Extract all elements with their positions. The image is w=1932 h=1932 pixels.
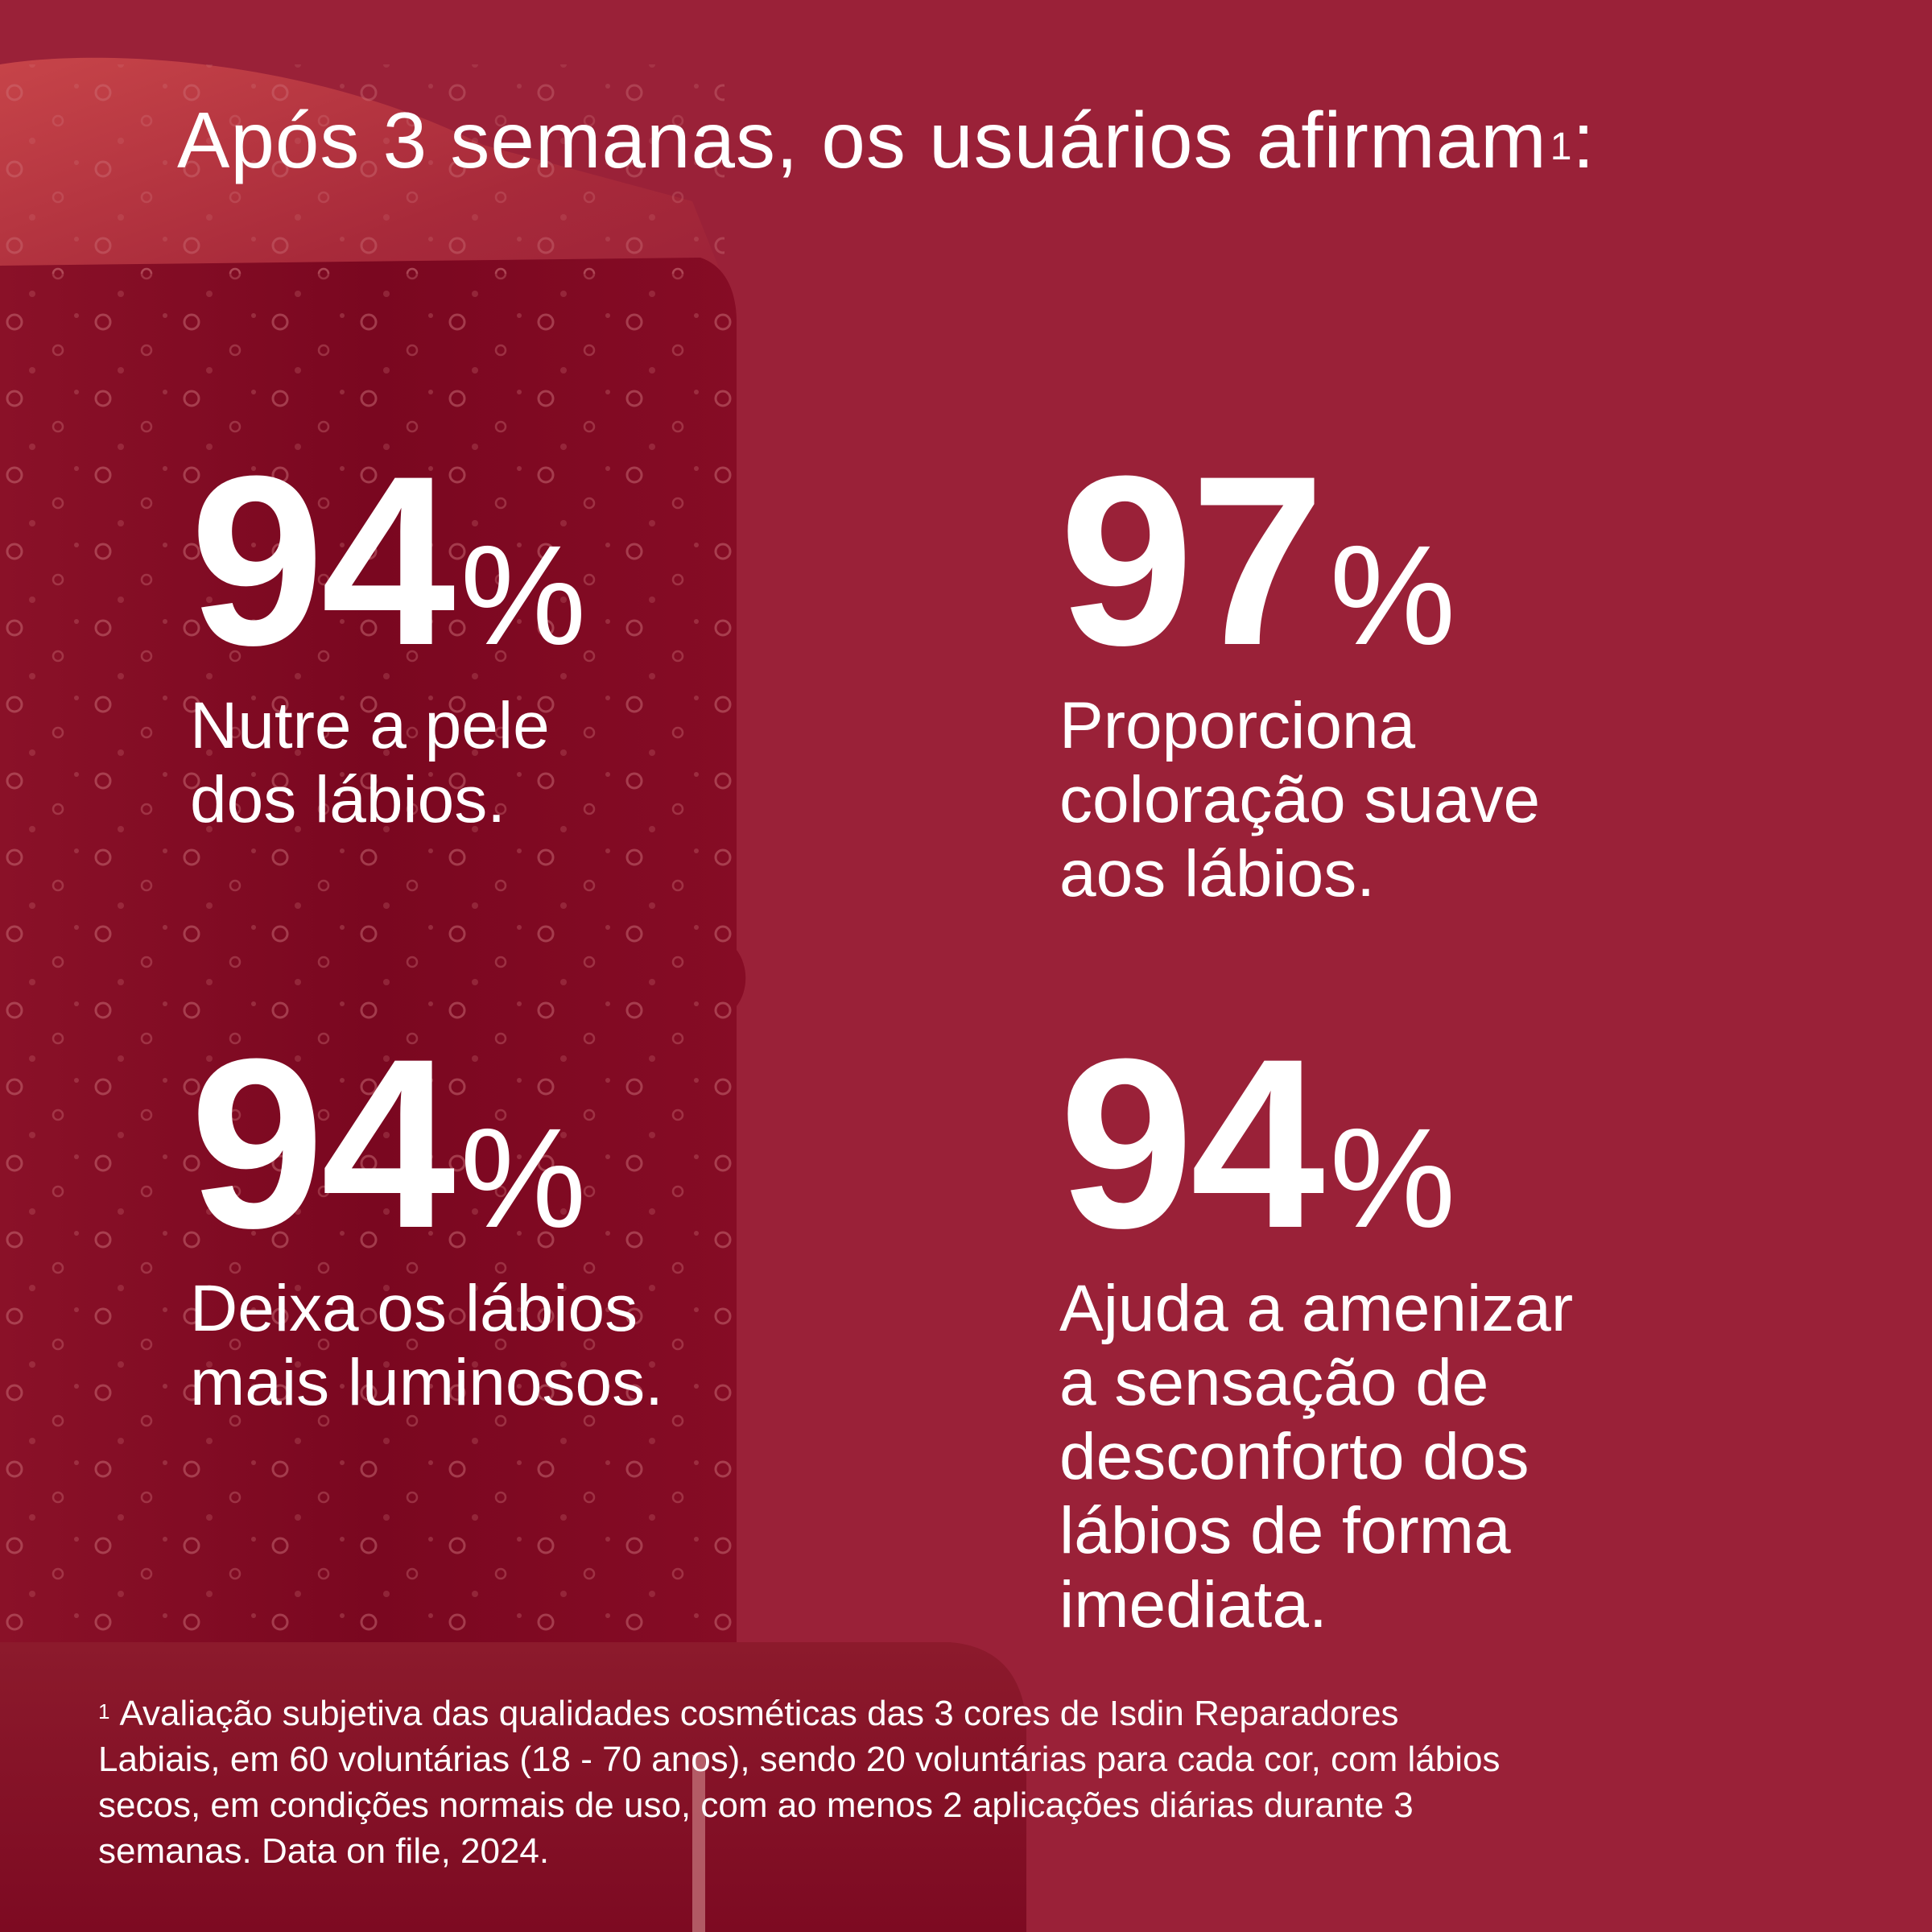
footnote-line: secos, em condições normais de uso, com … <box>98 1785 1414 1825</box>
stat-unit: % <box>460 1100 587 1257</box>
stat-block-comfort: 94% Ajuda a amenizar a sensação de desco… <box>1059 1022 1752 1642</box>
stat-percentage: 94% <box>1059 1022 1752 1264</box>
footnote-line: Labiais, em 60 voluntárias (18 - 70 anos… <box>98 1740 1501 1779</box>
stat-value: 94 <box>190 1008 456 1278</box>
stat-description: Nutre a pele dos lábios. <box>190 689 586 837</box>
footnote-line: 1 Avaliação subjetiva das qualidades cosm… <box>98 1690 1837 1736</box>
stat-description: Ajuda a amenizar a sensação de desconfor… <box>1059 1272 1752 1642</box>
title-colon: : <box>1572 96 1596 184</box>
stat-description: Proporciona coloração suave aos lábios. <box>1059 689 1752 911</box>
stat-percentage: 94% <box>190 1022 663 1264</box>
stat-description-line: Nutre a pele <box>190 689 550 762</box>
stat-description-line: lábios de forma <box>1059 1494 1511 1567</box>
title-footnote-marker: 1 <box>1550 126 1573 168</box>
stat-description-line: Deixa os lábios <box>190 1272 638 1345</box>
stat-description: Deixa os lábios mais luminosos. <box>190 1272 663 1420</box>
stat-percentage: 97% <box>1059 440 1752 681</box>
stat-description-line: dos lábios. <box>190 763 506 836</box>
stat-unit: % <box>460 517 587 675</box>
footnote-line: semanas. Data on file, 2024. <box>98 1831 550 1871</box>
stat-description-line: imediata. <box>1059 1568 1327 1641</box>
stat-block-luminous: 94% Deixa os lábios mais luminosos. <box>190 1022 663 1420</box>
stat-description-line: a sensação de <box>1059 1346 1489 1419</box>
stat-unit: % <box>1329 517 1456 675</box>
stat-unit: % <box>1329 1100 1456 1257</box>
page-title: Após 3 semanas, os usuários afirmam1: <box>177 95 1787 186</box>
stat-description-line: desconforto dos <box>1059 1420 1530 1493</box>
stat-value: 94 <box>190 425 456 696</box>
stat-description-line: coloração suave <box>1059 763 1541 836</box>
title-text: Após 3 semanas, os usuários afirmam <box>177 96 1547 184</box>
stat-description-line: Ajuda a amenizar <box>1059 1272 1574 1345</box>
stat-percentage: 94% <box>190 440 586 681</box>
stat-description-line: aos lábios. <box>1059 837 1376 910</box>
footnote: 1 Avaliação subjetiva das qualidades cosm… <box>98 1690 1837 1874</box>
stat-block-nourish: 94% Nutre a pele dos lábios. <box>190 440 586 837</box>
footnote-marker: 1 <box>98 1699 110 1724</box>
stat-description-line: Proporciona <box>1059 689 1416 762</box>
footnote-text: Avaliação subjetiva das qualidades cosmé… <box>119 1694 1399 1733</box>
stat-value: 97 <box>1059 425 1325 696</box>
stat-block-color: 97% Proporciona coloração suave aos lábi… <box>1059 440 1752 911</box>
stat-value: 94 <box>1059 1008 1325 1278</box>
stat-description-line: mais luminosos. <box>190 1346 663 1419</box>
